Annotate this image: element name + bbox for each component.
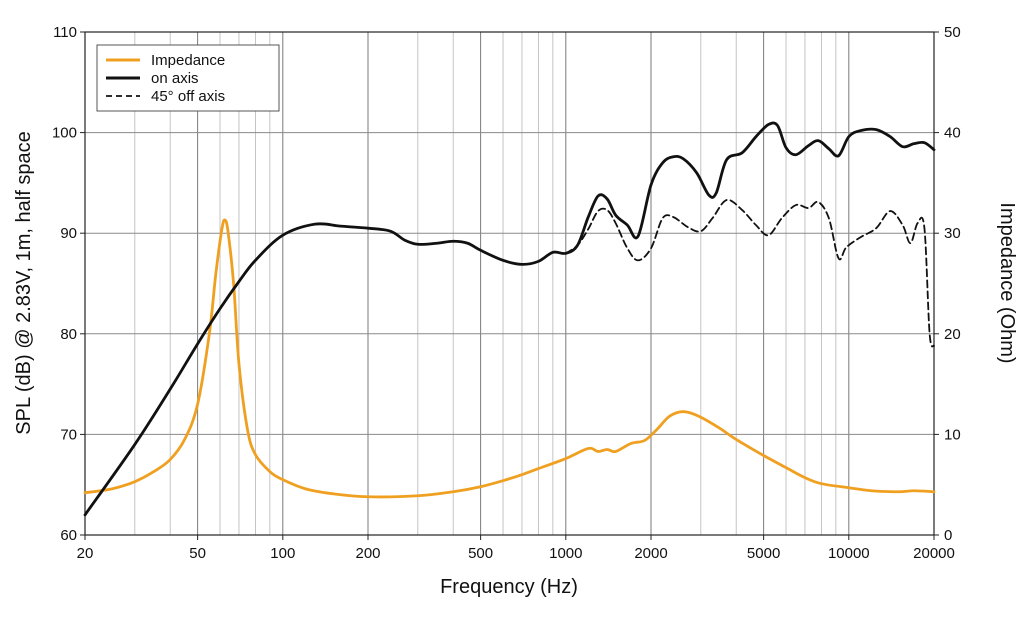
left-tick-label: 100 [52, 125, 77, 142]
grid-lines [85, 32, 934, 535]
left-tick-label: 110 [53, 24, 77, 41]
series-line-on-axis [83, 121, 936, 517]
legend-label-on-axis: on axis [151, 70, 199, 87]
right-tick-label: 50 [944, 24, 961, 41]
series-line-45-off-axis [564, 198, 935, 348]
right-axis-title: Impedance (Ohm) [996, 202, 1018, 363]
left-tick-label: 80 [60, 326, 77, 343]
left-tick-label: 60 [60, 527, 77, 544]
right-tick-label: 0 [944, 527, 952, 544]
plot-background [85, 32, 934, 535]
legend: Impedance on axis 45° off axis [96, 44, 280, 112]
data-series [83, 121, 936, 517]
series-line-impedance [83, 218, 936, 499]
x-tick-label: 100 [270, 545, 295, 562]
right-tick-label: 20 [944, 326, 961, 343]
x-tick-label: 1000 [549, 545, 582, 562]
x-tick-label: 50 [189, 545, 206, 562]
legend-label-off-axis: 45° off axis [151, 88, 225, 105]
axis-ticks [80, 31, 939, 540]
left-axis-tick-labels: 60 70 80 90 100 110 [52, 24, 77, 544]
left-tick-label: 90 [60, 225, 77, 242]
x-tick-label: 200 [355, 545, 380, 562]
right-tick-label: 30 [944, 225, 961, 242]
plot-frame [84, 31, 935, 536]
x-tick-label: 10000 [828, 545, 870, 562]
x-tick-label: 20000 [913, 545, 955, 562]
x-tick-label: 5000 [747, 545, 780, 562]
x-tick-label: 20 [77, 545, 94, 562]
x-tick-label: 500 [468, 545, 493, 562]
right-tick-label: 40 [944, 125, 961, 142]
right-axis-tick-labels: 0 10 20 30 40 50 [944, 24, 961, 544]
left-tick-label: 70 [60, 426, 77, 443]
legend-label-impedance: Impedance [151, 52, 225, 69]
x-axis-title: Frequency (Hz) [440, 576, 578, 598]
x-tick-label: 2000 [634, 545, 667, 562]
left-axis-title: SPL (dB) @ 2.83V, 1m, half space [13, 131, 35, 434]
right-tick-label: 10 [944, 426, 961, 443]
x-axis-tick-labels: 20 50 100 200 500 1000 2000 5000 10000 20000 [77, 545, 955, 562]
